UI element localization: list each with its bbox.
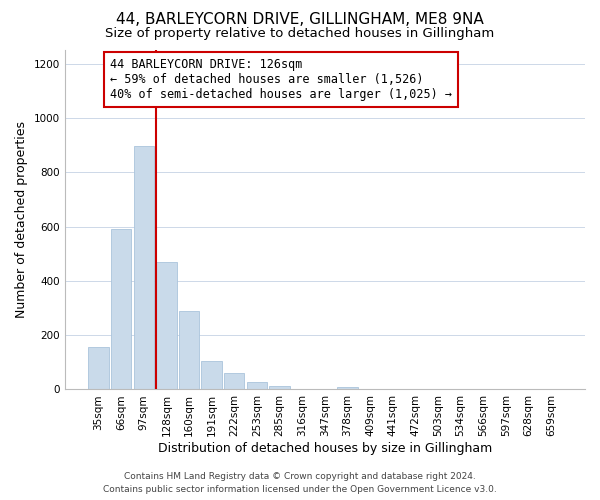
Y-axis label: Number of detached properties: Number of detached properties bbox=[15, 121, 28, 318]
Text: Contains HM Land Registry data © Crown copyright and database right 2024.
Contai: Contains HM Land Registry data © Crown c… bbox=[103, 472, 497, 494]
Bar bbox=[88, 348, 109, 390]
Text: 44 BARLEYCORN DRIVE: 126sqm
← 59% of detached houses are smaller (1,526)
40% of : 44 BARLEYCORN DRIVE: 126sqm ← 59% of det… bbox=[110, 58, 452, 101]
Bar bbox=[179, 310, 199, 390]
Bar bbox=[134, 146, 154, 390]
Bar bbox=[337, 386, 358, 390]
Bar bbox=[111, 229, 131, 390]
Bar bbox=[224, 372, 244, 390]
Bar bbox=[247, 382, 267, 390]
Text: 44, BARLEYCORN DRIVE, GILLINGHAM, ME8 9NA: 44, BARLEYCORN DRIVE, GILLINGHAM, ME8 9N… bbox=[116, 12, 484, 28]
Text: Size of property relative to detached houses in Gillingham: Size of property relative to detached ho… bbox=[106, 28, 494, 40]
Bar bbox=[269, 386, 290, 390]
X-axis label: Distribution of detached houses by size in Gillingham: Distribution of detached houses by size … bbox=[158, 442, 492, 455]
Bar bbox=[202, 361, 222, 390]
Bar bbox=[156, 262, 176, 390]
